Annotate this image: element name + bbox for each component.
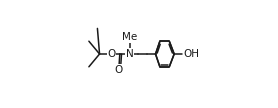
Text: OH: OH (184, 49, 200, 59)
Text: Me: Me (122, 32, 138, 42)
Text: N: N (126, 49, 134, 59)
Text: O: O (115, 65, 123, 75)
Text: O: O (107, 49, 115, 59)
